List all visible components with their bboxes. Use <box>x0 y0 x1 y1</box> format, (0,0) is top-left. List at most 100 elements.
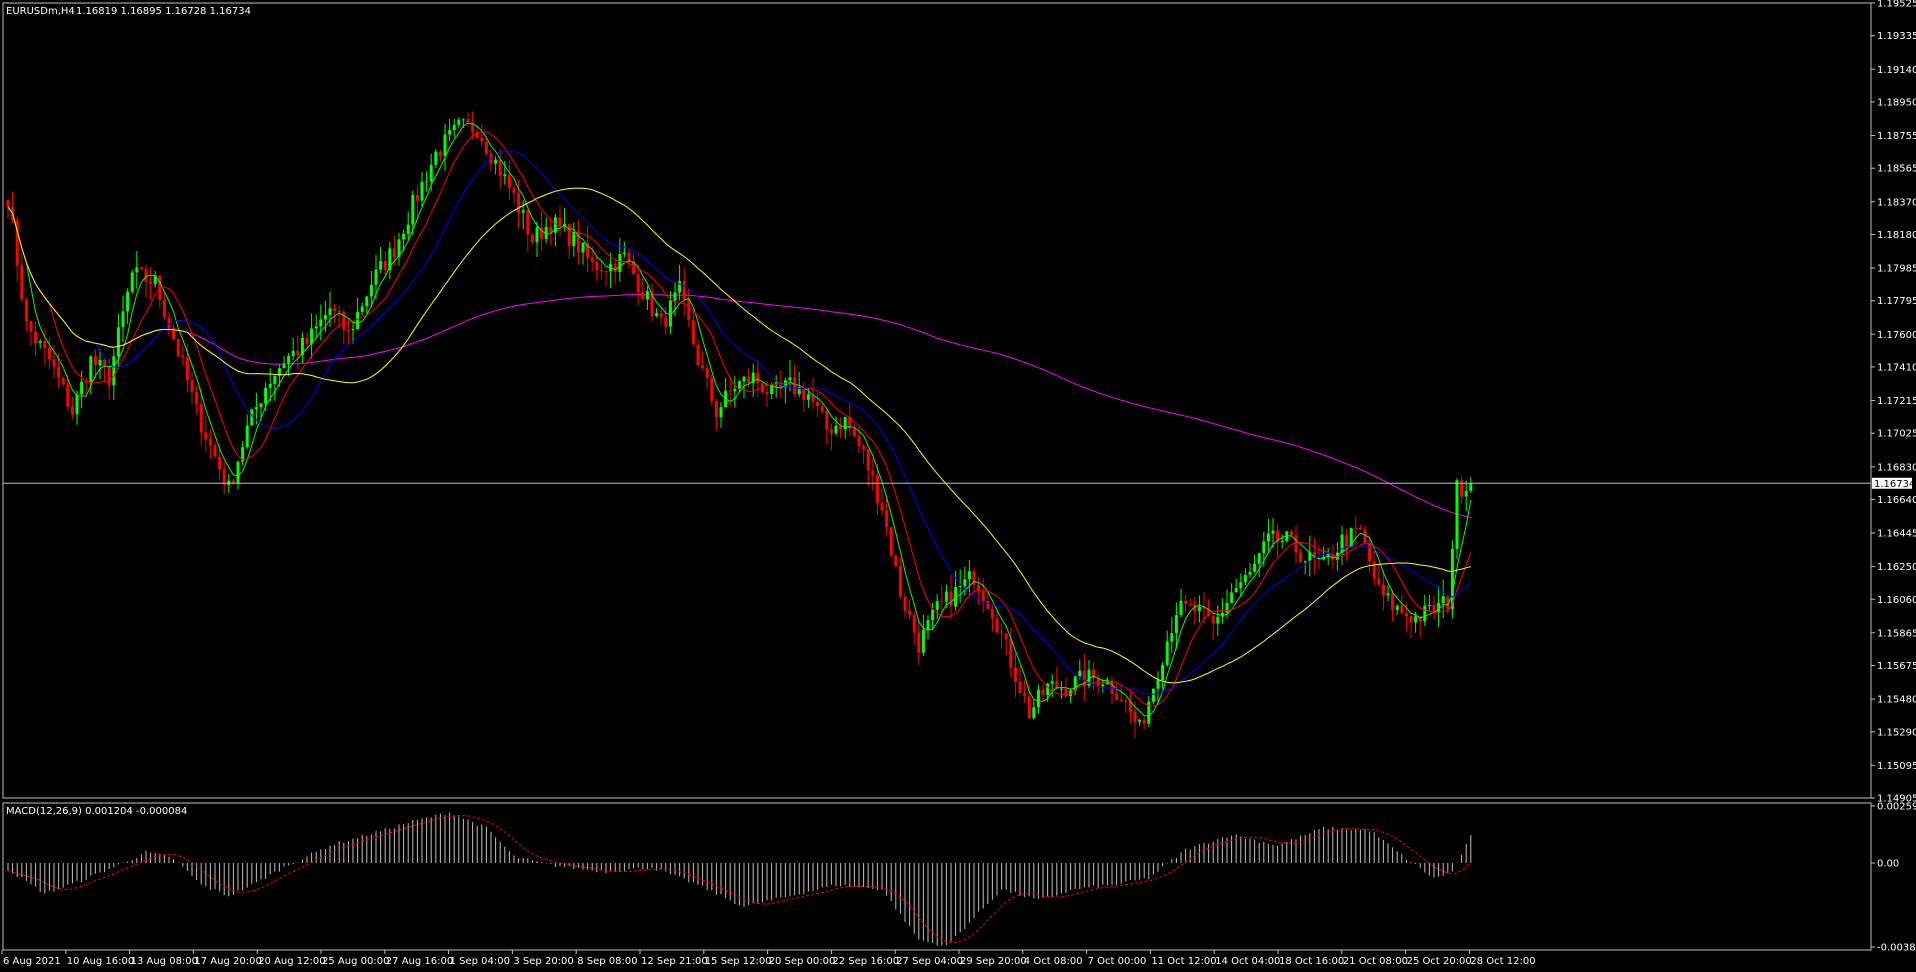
candle-body <box>29 320 33 332</box>
candle-body <box>1000 632 1004 634</box>
candle-body <box>917 632 921 653</box>
candle-body <box>765 392 769 395</box>
candle-body <box>1234 588 1238 593</box>
candle-body <box>650 291 654 317</box>
candle-body <box>1469 483 1473 491</box>
candle-body <box>1308 552 1312 562</box>
price-tick-label: 1.17410 <box>1877 362 1916 373</box>
time-tick-label: 25 Aug 00:00 <box>322 956 389 967</box>
macd-title: MACD(12,26,9) 0.001204 -0.000084 <box>6 806 187 817</box>
candle-body <box>958 585 962 587</box>
time-tick-label: 4 Oct 08:00 <box>1024 956 1083 967</box>
candle-body <box>135 267 139 273</box>
candle-body <box>1216 616 1220 624</box>
price-tick-label: 1.19140 <box>1877 65 1916 76</box>
candle-body <box>84 381 88 383</box>
candle-body <box>1423 605 1427 622</box>
candle-body <box>1142 719 1146 724</box>
time-tick-label: 21 Oct 08:00 <box>1343 956 1408 967</box>
candle-body <box>926 620 930 630</box>
candle-body <box>1322 557 1326 560</box>
candle-body <box>1082 670 1086 686</box>
candle-body <box>921 629 925 653</box>
candle-body <box>1225 602 1229 613</box>
candle-body <box>1119 700 1123 702</box>
candle-body <box>310 328 314 344</box>
candle-body <box>38 341 42 343</box>
candle-body <box>452 124 456 131</box>
candle-body <box>167 317 171 329</box>
candle-body <box>1441 596 1445 603</box>
candle-body <box>544 226 548 239</box>
price-tick-label: 1.15095 <box>1877 761 1916 772</box>
candle-body <box>6 200 10 207</box>
candle-body <box>305 337 309 344</box>
candle-body <box>1289 531 1293 536</box>
candle-body <box>149 281 153 285</box>
candle-body <box>245 425 249 448</box>
ma-line-40 <box>7 187 1471 684</box>
candle-body <box>388 248 392 271</box>
candle-body <box>696 344 700 366</box>
candle-body <box>356 311 360 330</box>
candle-body <box>429 164 433 182</box>
candle-body <box>448 130 452 135</box>
candle-body <box>89 356 93 383</box>
candle-body <box>494 159 498 164</box>
candle-body <box>241 447 245 462</box>
candle-body <box>75 394 79 415</box>
time-tick-label: 13 Aug 08:00 <box>131 956 198 967</box>
moving-averages-layer <box>7 122 1472 717</box>
time-tick-label: 20 Aug 12:00 <box>258 956 325 967</box>
candle-body <box>797 387 801 395</box>
candle-body <box>1460 480 1464 497</box>
candle-body <box>291 350 295 356</box>
candle-body <box>1446 596 1450 609</box>
macd-panel[interactable] <box>2 802 1872 951</box>
candle-body <box>894 555 898 567</box>
candle-body <box>972 571 976 585</box>
candle-body <box>935 601 939 610</box>
candle-body <box>875 475 879 504</box>
price-tick-label: 1.18565 <box>1877 164 1916 175</box>
ma-line-200 <box>7 206 1471 519</box>
candle-body <box>66 384 70 407</box>
candle-body <box>1092 669 1096 679</box>
ma-line-5 <box>7 122 1472 717</box>
candle-body <box>1253 563 1257 572</box>
candle-body <box>1174 615 1178 634</box>
candle-body <box>369 284 373 297</box>
candle-body <box>1354 527 1358 529</box>
candle-body <box>351 329 355 331</box>
candle-body <box>986 601 990 610</box>
candle-body <box>1197 606 1201 611</box>
time-tick-label: 25 Oct 20:00 <box>1407 956 1472 967</box>
candle-body <box>425 181 429 183</box>
candle-body <box>1009 639 1013 668</box>
candle-body <box>636 274 640 293</box>
current-price-tag <box>1872 477 1912 489</box>
candle-body <box>1418 616 1422 622</box>
candle-body <box>1202 606 1206 609</box>
candle-body <box>1018 681 1022 694</box>
candle-body <box>112 356 116 386</box>
candles-layer <box>6 111 1473 739</box>
candle-body <box>967 571 971 580</box>
candle-body <box>70 406 74 415</box>
candle-body <box>461 119 465 121</box>
candle-body <box>296 350 300 356</box>
candle-body <box>181 355 185 358</box>
candle-body <box>549 226 553 233</box>
candle-body <box>1041 689 1045 696</box>
candle-body <box>507 174 511 189</box>
candle-body <box>443 134 447 156</box>
candle-body <box>632 260 636 275</box>
candle-body <box>1358 528 1362 530</box>
time-tick-label: 20 Sep 00:00 <box>769 956 836 967</box>
candle-body <box>126 291 130 312</box>
candle-body <box>1115 693 1119 701</box>
candle-body <box>319 319 323 327</box>
